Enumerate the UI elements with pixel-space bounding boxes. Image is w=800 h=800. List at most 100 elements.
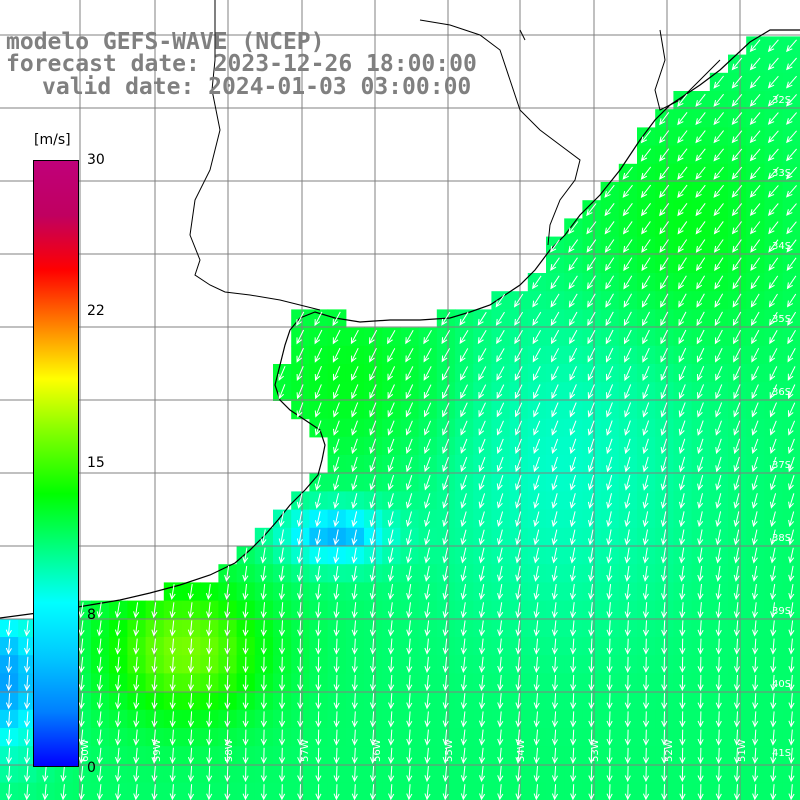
wind-arrow [695, 221, 706, 235]
wind-arrow [224, 747, 231, 764]
wind-arrow [661, 729, 668, 746]
wind-arrow [586, 203, 597, 217]
wind-arrow [696, 275, 706, 290]
wind-arrow [278, 529, 285, 546]
wind-arrow [96, 693, 103, 710]
wind-arrow [477, 330, 487, 345]
wind-arrow [677, 221, 688, 235]
wind-arrow [260, 529, 267, 546]
wind-arrow [569, 493, 576, 509]
wind-arrow [588, 529, 594, 546]
wind-arrow [479, 765, 486, 783]
wind-arrow [296, 402, 304, 418]
wind-arrow [315, 747, 322, 764]
wind-arrow [679, 656, 686, 673]
wind-arrow [369, 656, 377, 673]
wind-arrow [679, 511, 685, 528]
wind-arrow [532, 311, 542, 326]
wind-arrow [369, 620, 376, 637]
wind-arrow [751, 384, 759, 400]
wind-arrow [606, 402, 613, 418]
wind-arrow [642, 765, 650, 783]
wind-arrow [369, 366, 377, 381]
wind-arrow [333, 711, 340, 728]
wind-arrow [713, 93, 724, 107]
wind-arrow [787, 384, 796, 400]
wind-arrow [551, 584, 558, 601]
wind-arrow [642, 456, 649, 473]
wind-arrow [733, 747, 741, 764]
wind-arrow [479, 784, 486, 800]
wind-arrow [169, 674, 176, 692]
wind-arrow [624, 711, 631, 728]
wind-arrow [606, 420, 613, 436]
wind-arrow [788, 602, 795, 619]
wind-arrow [78, 729, 85, 746]
wind-arrow [695, 257, 706, 272]
wind-arrow [242, 656, 249, 673]
wind-arrow [478, 402, 486, 418]
wind-arrow [749, 148, 761, 162]
wind-arrow [696, 293, 705, 308]
wind-arrow [551, 765, 559, 783]
wind-arrow [733, 620, 740, 637]
wind-arrow [133, 620, 140, 637]
wind-arrow [206, 693, 213, 710]
wind-arrow [679, 583, 686, 601]
wind-arrow [96, 620, 103, 637]
wind-arrow [551, 511, 558, 528]
wind-arrow [460, 529, 467, 546]
wind-arrow [714, 311, 723, 327]
wind-arrow [697, 765, 704, 783]
wind-arrow [642, 674, 650, 692]
wind-arrow [515, 565, 522, 582]
wind-arrow [786, 221, 797, 235]
wind-arrow [351, 511, 358, 528]
wind-arrow [515, 529, 522, 546]
wind-arrow [260, 638, 267, 655]
wind-arrow [369, 602, 376, 619]
wind-arrow [350, 329, 359, 345]
wind-arrow [169, 584, 176, 601]
wind-arrow [732, 311, 742, 327]
wind-arrow [624, 547, 631, 564]
wind-arrow [533, 711, 540, 728]
wind-arrow [606, 547, 613, 564]
wind-arrow [588, 729, 595, 746]
wind-arrow [478, 420, 486, 436]
wind-arrow [387, 602, 395, 619]
wind-arrow [351, 384, 359, 400]
wind-arrow [369, 438, 377, 455]
wind-arrow [568, 221, 579, 235]
wind-arrow [24, 765, 31, 783]
wind-arrow [551, 565, 558, 582]
wind-arrow [460, 638, 467, 655]
wind-arrow [659, 221, 670, 235]
wind-arrow [588, 747, 595, 764]
wind-arrow [715, 602, 722, 619]
wind-arrow [187, 765, 195, 783]
wind-arrow [206, 656, 213, 673]
wind-arrow [533, 547, 540, 564]
wind-arrow [369, 420, 377, 436]
wind-arrow [497, 638, 504, 655]
wind-arrow [388, 693, 395, 710]
wind-arrow [768, 257, 779, 271]
wind-arrow [497, 584, 504, 601]
wind-arrow [224, 656, 231, 673]
wind-arrow [78, 620, 85, 637]
wind-arrow [532, 348, 541, 363]
wind-arrow [588, 638, 595, 655]
wind-arrow [715, 402, 723, 418]
wind-arrow [697, 711, 704, 728]
wind-arrow [315, 765, 322, 783]
wind-arrow [604, 257, 615, 272]
wind-arrow [642, 620, 650, 637]
wind-arrow [642, 329, 650, 345]
lon-label: 51W [737, 739, 748, 762]
wind-arrow [533, 602, 540, 619]
wind-arrow [750, 275, 760, 290]
wind-arrow [460, 438, 468, 454]
wind-arrow [96, 638, 103, 655]
wind-arrow [677, 166, 688, 180]
